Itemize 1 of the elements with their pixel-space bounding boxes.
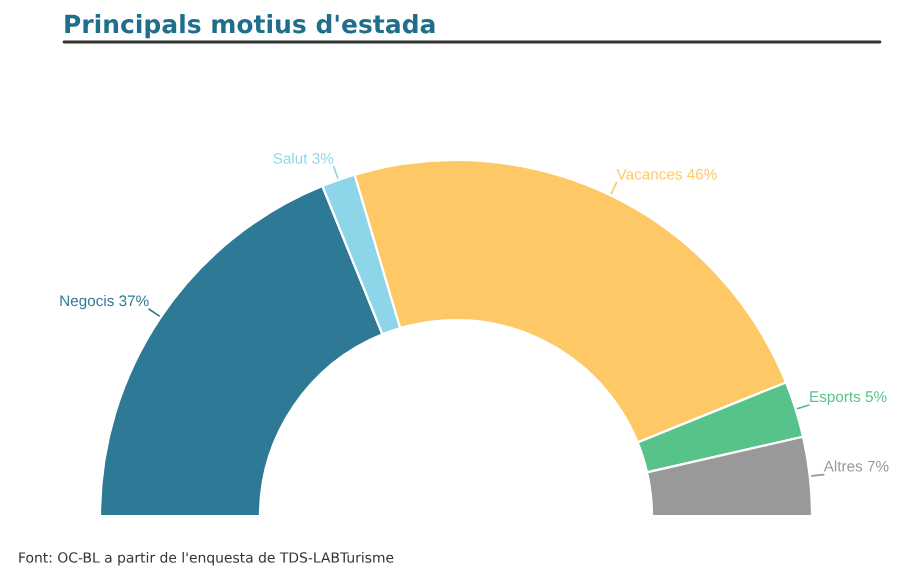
chart-title: Principals motius d'estada <box>65 14 435 39</box>
